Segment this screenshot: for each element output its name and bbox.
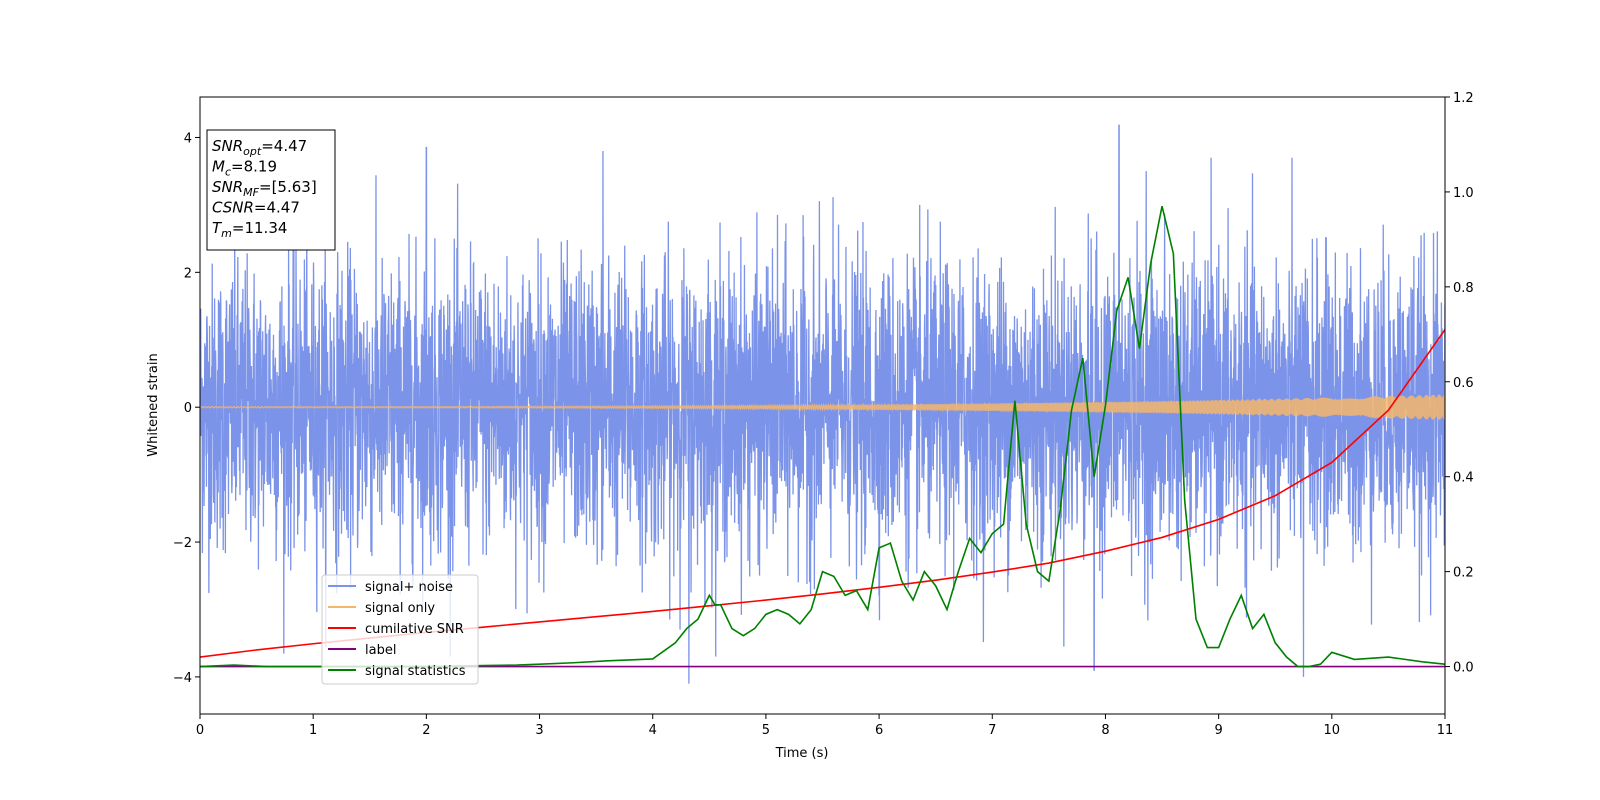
y-left-tick-label: 2 [184, 266, 192, 281]
y-right-tick-label: 0.8 [1453, 281, 1474, 296]
x-tick-label: 0 [196, 723, 204, 738]
x-tick-label: 2 [422, 723, 430, 738]
x-tick-label: 3 [535, 723, 543, 738]
legend-entry-label: signal+ noise [365, 580, 453, 595]
y-right-tick-label: 0.2 [1453, 566, 1474, 581]
axes: 0 1 2 3 4 5 6 7 8 9 10 11 −4 −2 0 2 4 0.0 0.2 0.4 0.6 0.8 1.0 1… [173, 91, 1474, 738]
legend-entry-label: cumilative SNR [365, 622, 464, 637]
x-axis-label: Time (s) [775, 746, 829, 761]
info-box-line: Mc=8.19 [212, 158, 277, 179]
x-tick-label: 4 [649, 723, 657, 738]
legend-entry-label: signal statistics [365, 664, 466, 679]
y-right-tick-label: 0.0 [1453, 661, 1474, 676]
x-tick-label: 7 [988, 723, 996, 738]
x-tick-label: 5 [762, 723, 770, 738]
y-left-tick-label: −2 [173, 536, 192, 551]
y-axis-label: Whitened strain [146, 353, 161, 456]
info-box-line: SNRMF=[5.63] [212, 178, 317, 199]
y-right-tick-label: 0.6 [1453, 376, 1474, 391]
y-right-tick-label: 0.4 [1453, 471, 1474, 486]
series-signal-statistics-line [200, 205, 1445, 668]
info-box-line: CSNR=4.47 [212, 199, 300, 217]
y-right-tick-label: 1.2 [1453, 91, 1474, 106]
series-signal-only-line [200, 394, 1445, 420]
x-tick-label: 9 [1214, 723, 1222, 738]
info-box-line: SNRopt=4.47 [212, 137, 307, 158]
y-right-tick-label: 1.0 [1453, 186, 1474, 201]
legend-box [321, 574, 479, 685]
plot-frame [199, 96, 1446, 715]
y-left-tick-label: 4 [184, 131, 192, 146]
legend: signal+ noise signal only cumilative SNR la… [321, 574, 479, 685]
info-box-line: Tm=11.34 [212, 219, 287, 240]
x-tick-label: 1 [309, 723, 317, 738]
y-left-tick-label: −4 [173, 671, 192, 686]
info-box-frame [206, 129, 336, 251]
x-tick-label: 8 [1101, 723, 1109, 738]
x-tick-label: 6 [875, 723, 883, 738]
legend-entry-label: signal only [365, 601, 435, 616]
x-tick-label: 11 [1437, 723, 1454, 738]
x-tick-label: 10 [1324, 723, 1341, 738]
y-left-tick-label: 0 [184, 401, 192, 416]
legend-entry-label: label [365, 643, 396, 658]
